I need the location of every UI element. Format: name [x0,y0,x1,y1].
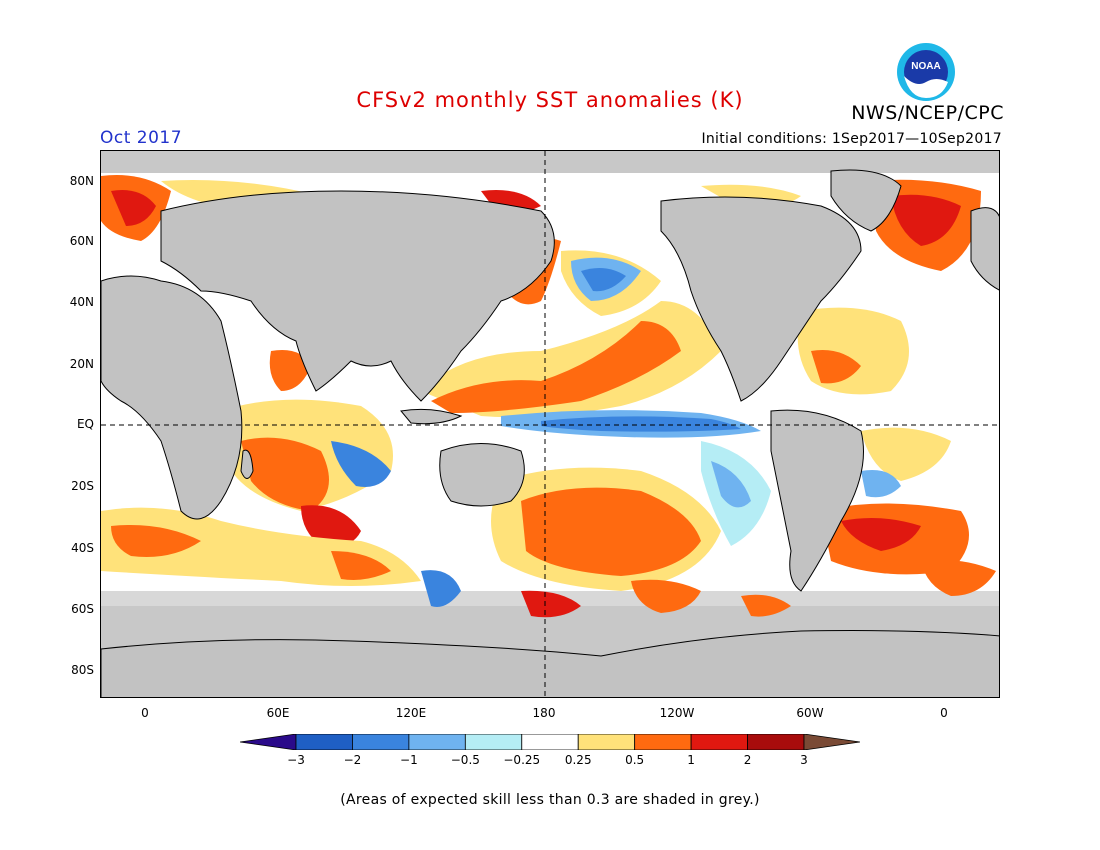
colorbar-tick-label: −2 [343,753,362,767]
antarctica-land [101,630,999,697]
chart-title: CFSv2 monthly SST anomalies (K) [356,88,744,112]
australia-land [439,443,525,507]
lon-label-0: 0 [141,706,149,720]
organization-label: NWS/NCEP/CPC [851,102,1004,124]
colorbar-tick-label: 2 [743,753,752,767]
lat-label-60s: 60S [71,602,94,616]
lon-label-180: 180 [532,706,556,720]
lon-label-120w: 120W [659,706,695,720]
logo-text: NOAA [911,61,940,72]
lat-label-80s: 80S [71,663,94,677]
lat-label-40s: 40S [71,541,94,555]
colorbar [240,734,860,750]
colorbar-segment [690,734,748,750]
colorbar-tick-label: −1 [400,753,418,767]
sst-anomaly-map [100,150,1000,698]
colorbar-segment [295,734,353,750]
colorbar-tick-label: 0.25 [564,753,592,767]
colorbar-tick-label: −3 [287,753,305,767]
greenland-land [830,169,902,232]
lat-label-40n: 40N [69,295,94,309]
colorbar-segment [577,734,636,750]
lon-label-120e: 120E [395,706,427,720]
colorbar-tick-label: −0.5 [450,753,480,767]
south-america-land [770,409,864,592]
lon-label-60e: 60E [266,706,290,720]
africa-land [101,275,243,520]
colorbar-tick-label: 1 [687,753,695,767]
lat-label-60n: 60N [69,234,94,248]
colorbar-segment [352,734,410,750]
colorbar-segment [634,734,692,750]
colorbar-segment [803,734,860,750]
colorbar-segment [408,734,466,750]
lon-label-0-right: 0 [940,706,948,720]
colorbar-segment [521,734,579,750]
colorbar-tick-label: 3 [800,753,808,767]
footnote: (Areas of expected skill less than 0.3 a… [340,792,760,808]
lat-label-20s: 20S [71,479,94,493]
noaa-logo: NOAA [897,43,955,101]
colorbar-segment [464,734,523,750]
map-canvas [101,151,999,697]
lat-label-eq: EQ [76,417,94,431]
lon-label-60w: 60W [796,706,824,720]
colorbar-tick-label: 0.5 [625,753,645,767]
north-america-land [660,196,862,402]
lat-label-80n: 80N [69,174,94,188]
initial-conditions-label: Initial conditions: 1Sep2017—10Sep2017 [701,131,1002,147]
arctic-grey [101,151,999,173]
anomaly-fields [101,175,996,618]
colorbar-segment [747,734,805,750]
month-label: Oct 2017 [100,128,183,148]
lat-label-20n: 20N [69,357,94,371]
eurasia-land [160,190,555,402]
land-masses [101,169,999,697]
colorbar-segment [240,734,297,750]
colorbar-tick-label: −0.25 [503,753,541,767]
